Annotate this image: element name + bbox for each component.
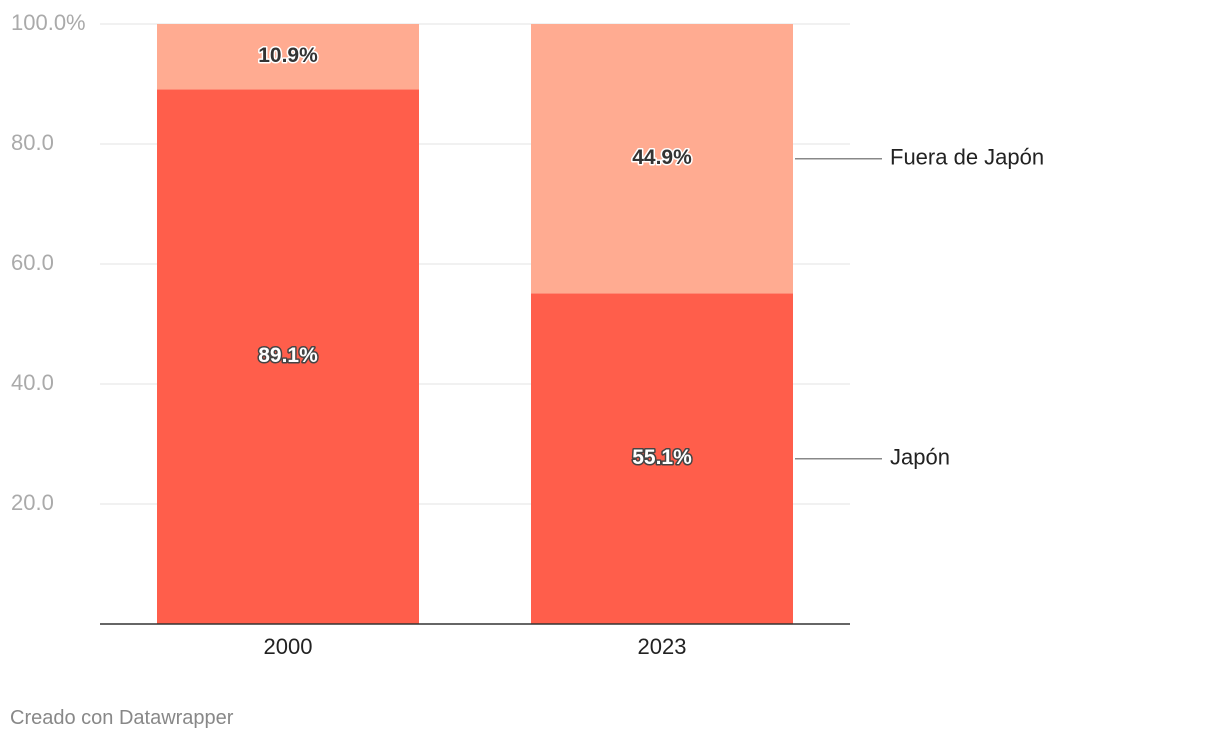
series-label-1: Fuera de Japón <box>890 145 1044 170</box>
y-tick-label-20: 20.0 <box>11 490 54 515</box>
y-axis-ticks: 20.0 40.0 60.0 80.0 100.0% <box>11 10 86 515</box>
bar-segment-2023-0 <box>531 293 793 624</box>
value-label-2000-1: 10.9% <box>258 44 318 67</box>
bars <box>157 24 793 624</box>
x-tick-label-2023: 2023 <box>638 634 687 659</box>
value-labels: 89.1% 10.9% 55.1% 44.9% <box>257 43 694 471</box>
series-labels: Japón Fuera de Japón <box>795 145 1044 470</box>
y-tick-label-60: 60.0 <box>11 250 54 275</box>
y-tick-label-40: 40.0 <box>11 370 54 395</box>
bar-segment-2000-0 <box>157 89 419 624</box>
x-axis-labels: 2000 2023 <box>264 634 687 659</box>
bar-segment-2023-1 <box>531 24 793 294</box>
value-label-2023-0: 55.1% <box>632 446 692 469</box>
x-tick-label-2000: 2000 <box>264 634 313 659</box>
series-label-0: Japón <box>890 445 950 470</box>
y-tick-label-100: 100.0% <box>11 10 86 35</box>
bar-segment-2000-1 <box>157 24 419 90</box>
value-label-2000-0: 89.1% <box>258 344 318 367</box>
footer-credit: Creado con Datawrapper <box>10 707 234 729</box>
value-label-2023-1: 44.9% <box>632 146 692 169</box>
y-tick-label-80: 80.0 <box>11 130 54 155</box>
